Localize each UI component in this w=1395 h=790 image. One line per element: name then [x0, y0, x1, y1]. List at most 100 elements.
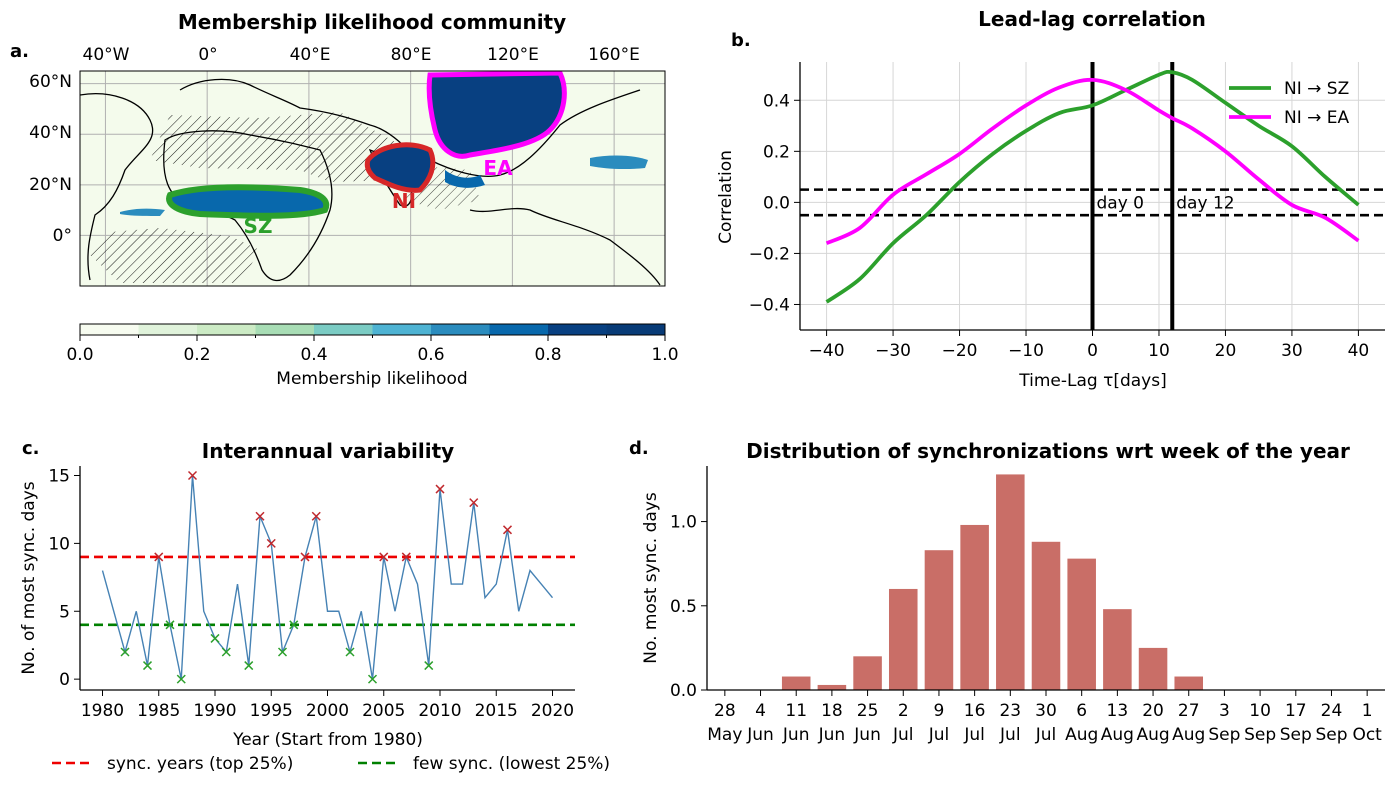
- x-tick-day: 30: [1035, 701, 1057, 721]
- community-sz: [120, 184, 330, 219]
- colorbar-swatch: [80, 324, 139, 335]
- lat-tick: 20°N: [29, 175, 72, 195]
- community-ea: [426, 71, 648, 188]
- y-tick-label: 0: [59, 670, 70, 690]
- x-tick-month: Jun: [782, 725, 810, 745]
- sz-field-west: [120, 208, 165, 216]
- distribution-bars: [781, 474, 1204, 690]
- marker-stroke: [165, 620, 175, 630]
- panel-label-a: a.: [10, 41, 29, 62]
- y-tick-label: 1.0: [670, 513, 697, 533]
- distribution-x-ticks: 28May4Jun11Jun18Jun25Jun2Jul9Jul16Jul23J…: [707, 690, 1382, 745]
- x-tick-label: −30: [875, 341, 911, 361]
- leadlag-xlabel: Time-Lag τ[days]: [1018, 371, 1166, 391]
- y-tick-label: 15: [48, 467, 70, 487]
- x-tick-month: Oct: [1352, 725, 1382, 745]
- marker-stroke: [154, 552, 164, 562]
- x-tick-label: 2005: [362, 701, 405, 721]
- y-tick-label: 0.4: [763, 91, 790, 111]
- interannual-markers: [120, 470, 513, 684]
- community-ni: [364, 142, 436, 193]
- colorbar-swatch: [548, 324, 607, 335]
- x-tick-month: Sep: [1280, 725, 1312, 745]
- colorbar-swatch: [138, 324, 198, 335]
- bar: [1103, 609, 1132, 690]
- x-tick-month: Jul: [963, 725, 985, 745]
- ni-outline: [364, 142, 436, 193]
- colorbar-swatch: [489, 324, 549, 335]
- marker-stroke: [221, 647, 231, 657]
- marker-stroke: [277, 647, 288, 657]
- x-tick-day: 6: [1076, 701, 1087, 721]
- year-marker: [401, 552, 411, 562]
- lon-tick: 80°E: [391, 45, 432, 65]
- x-tick-month: Aug: [1065, 725, 1098, 745]
- leadlag-x-ticks: −40 −30 −20 −10 0 10 20 30 40: [809, 330, 1369, 361]
- colorbar-tick: 1.0: [651, 345, 678, 365]
- year-marker: [435, 484, 445, 494]
- marker-stroke: [266, 538, 276, 548]
- map-frame: [79, 70, 666, 287]
- x-tick-label: 2020: [531, 701, 574, 721]
- x-tick-label: 2010: [418, 701, 461, 721]
- legend-label: NI → EA: [1284, 108, 1350, 128]
- year-marker: [266, 538, 276, 548]
- interannual-legend: sync. years (top 25%) few sync. (lowest 2…: [52, 754, 610, 774]
- marker-stroke: [300, 552, 310, 562]
- year-marker: [176, 674, 186, 684]
- coast-europe: [179, 78, 421, 166]
- x-tick-day: 11: [785, 701, 807, 721]
- x-tick-day: 25: [857, 701, 879, 721]
- interannual-y-ticks: 0 5 10 15: [48, 467, 80, 690]
- x-tick-month: Jul: [1035, 725, 1057, 745]
- marker-stroke: [176, 674, 186, 684]
- pacific-field: [590, 155, 648, 170]
- lon-tick-labels: 40°W 0° 40°E 80°E 120°E 160°E: [83, 45, 640, 65]
- bar: [996, 474, 1025, 690]
- x-tick-month: Jul: [928, 725, 950, 745]
- colorbar-ticks: 0.0 0.2 0.4 0.6 0.8 1.0: [66, 345, 678, 365]
- y-tick-label: −0.4: [749, 295, 790, 315]
- panel-b-leadlag: b. Lead-lag correlation day 0 day 12 −40−…: [716, 7, 1385, 391]
- colorbar-tick: 0.8: [534, 345, 561, 365]
- colorbar-swatch: [255, 324, 315, 335]
- bar: [888, 588, 918, 690]
- marker-stroke: [379, 552, 389, 562]
- vertical-marker-label: day 12: [1176, 193, 1234, 213]
- colorbar-swatch: [606, 324, 666, 335]
- x-tick-label: 1980: [81, 701, 124, 721]
- year-marker: [210, 633, 220, 643]
- marker-stroke: [210, 633, 220, 643]
- lon-tick: 40°W: [83, 45, 130, 65]
- x-tick-day: 24: [1321, 701, 1343, 721]
- x-tick-label: 1985: [137, 701, 180, 721]
- colorbar: [79, 324, 666, 341]
- year-marker: [469, 498, 479, 508]
- x-tick-label: −20: [942, 341, 978, 361]
- x-tick-label: −10: [1008, 341, 1044, 361]
- year-marker: [289, 620, 299, 630]
- bar: [817, 684, 847, 690]
- y-tick-label: 5: [59, 602, 70, 622]
- x-tick-label: 2000: [306, 701, 349, 721]
- label-ea: EA: [483, 156, 513, 180]
- coast-east-asia: [429, 89, 641, 177]
- bar: [853, 656, 882, 690]
- leadlag-ylabel: Correlation: [716, 150, 736, 244]
- ni-field: [367, 144, 433, 191]
- x-tick-month: Jun: [746, 725, 774, 745]
- panel-label-d: d.: [629, 438, 649, 459]
- year-marker: [154, 552, 164, 562]
- hatch-region-south-atlantic: [90, 228, 260, 283]
- x-tick-label: 2015: [475, 701, 518, 721]
- colorbar-swatch: [197, 324, 256, 335]
- x-tick-month: Aug: [1172, 725, 1205, 745]
- colorbar-tick: 0.2: [183, 345, 210, 365]
- interannual-xlabel: Year (Start from 1980): [232, 730, 423, 750]
- lat-tick-labels: 60°N 40°N 20°N 0°: [29, 72, 72, 246]
- year-marker: [367, 674, 378, 684]
- marker-stroke: [187, 470, 198, 481]
- x-tick-label: 0: [1087, 341, 1098, 361]
- x-tick-day: 3: [1219, 701, 1230, 721]
